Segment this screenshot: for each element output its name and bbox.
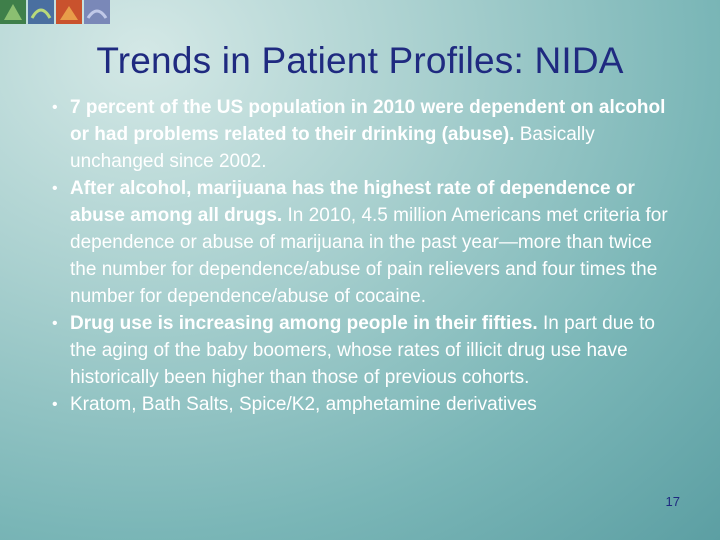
bullet-text: In part due to the aging of the baby boo…: [70, 313, 655, 388]
bullet-text: Kratom, Bath Salts, Spice/K2, amphetamin…: [70, 394, 537, 415]
bullet: 7 percent of the US population in 2010 w…: [50, 94, 680, 175]
bullet-list: 7 percent of the US population in 2010 w…: [50, 94, 680, 418]
bullet: Drug use is increasing among people in t…: [50, 310, 680, 391]
slide-title: Trends in Patient Profiles: NIDA: [96, 40, 624, 81]
bullet-text: Basically unchanged since 2002.: [70, 124, 595, 172]
bullet-bold-text: After alcohol, marijuana has the highest…: [70, 178, 635, 226]
bullet-bold-text: Drug use is increasing among people in t…: [70, 313, 538, 334]
bullet-bold-text: 7 percent of the US population in 2010 w…: [70, 97, 666, 145]
bullet: After alcohol, marijuana has the highest…: [50, 175, 680, 310]
logo: [0, 0, 110, 24]
page-number: 17: [665, 494, 680, 509]
bullet: Kratom, Bath Salts, Spice/K2, amphetamin…: [50, 391, 680, 418]
bullet-text: In 2010, 4.5 million Americans met crite…: [70, 205, 668, 307]
